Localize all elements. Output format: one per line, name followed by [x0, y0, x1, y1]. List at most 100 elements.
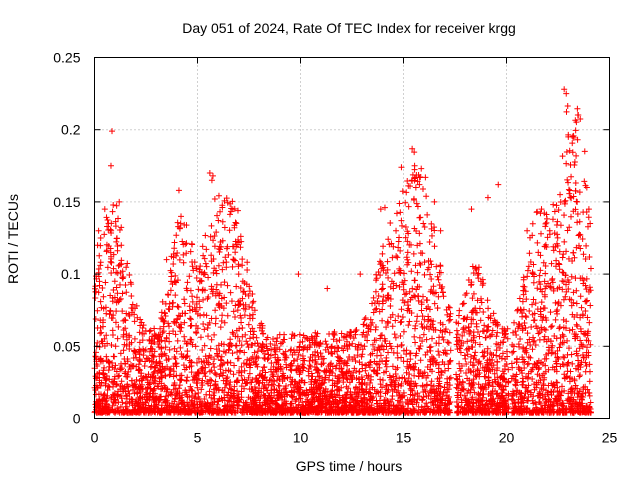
- data-point: [211, 364, 218, 371]
- data-point: [572, 400, 579, 407]
- data-point: [294, 356, 301, 363]
- data-point: [536, 364, 543, 371]
- data-point: [92, 295, 99, 302]
- data-point: [111, 278, 118, 285]
- data-point: [519, 375, 526, 382]
- data-point: [346, 332, 353, 339]
- data-point: [580, 354, 587, 361]
- data-point: [246, 360, 253, 367]
- data-point: [229, 350, 236, 357]
- data-point: [225, 367, 232, 374]
- data-point: [161, 385, 168, 392]
- data-point: [435, 293, 442, 300]
- data-point: [259, 367, 266, 374]
- data-point: [437, 402, 444, 409]
- data-point: [123, 373, 130, 380]
- data-point: [587, 409, 594, 416]
- data-point: [437, 262, 444, 269]
- data-point: [418, 321, 425, 328]
- data-point: [548, 403, 555, 410]
- data-point: [161, 309, 168, 316]
- data-point: [246, 335, 253, 342]
- data-point: [442, 397, 449, 404]
- data-point: [435, 276, 442, 283]
- data-point: [543, 215, 550, 222]
- data-point: [95, 289, 102, 296]
- data-point: [161, 405, 168, 412]
- data-point: [494, 319, 501, 326]
- data-point: [319, 400, 326, 407]
- data-point: [574, 394, 581, 401]
- data-point: [470, 409, 477, 416]
- data-point: [565, 279, 572, 286]
- data-point: [195, 286, 202, 293]
- data-point: [158, 315, 165, 322]
- data-point: [436, 378, 443, 385]
- data-point: [238, 363, 245, 370]
- data-point: [163, 393, 169, 400]
- data-point: [565, 345, 572, 352]
- data-point: [277, 363, 284, 370]
- data-point: [269, 372, 276, 379]
- data-point: [143, 355, 150, 362]
- data-point: [574, 323, 581, 330]
- data-point: [111, 409, 118, 416]
- data-point: [98, 409, 105, 416]
- data-point: [586, 361, 593, 368]
- data-point: [276, 376, 283, 383]
- data-point: [108, 220, 115, 227]
- data-point: [572, 275, 579, 282]
- data-point: [224, 359, 231, 366]
- data-point: [130, 386, 137, 393]
- data-point: [577, 372, 584, 379]
- data-point: [430, 326, 437, 333]
- data-point: [115, 323, 122, 330]
- data-point: [347, 388, 354, 395]
- data-point: [187, 409, 194, 416]
- data-point: [542, 270, 549, 277]
- data-point: [207, 233, 214, 240]
- data-point: [530, 261, 537, 268]
- data-point: [531, 360, 538, 367]
- data-point: [586, 253, 593, 260]
- data-point: [564, 337, 571, 344]
- data-point: [371, 300, 378, 307]
- data-point: [118, 365, 125, 372]
- data-point: [110, 287, 117, 294]
- data-point: [215, 217, 222, 224]
- data-point: [476, 305, 483, 312]
- data-point: [554, 242, 561, 249]
- data-point: [572, 206, 579, 213]
- data-point: [109, 364, 116, 371]
- data-point: [170, 373, 177, 380]
- data-point: [331, 332, 338, 339]
- data-point: [122, 360, 129, 367]
- data-point: [468, 369, 475, 376]
- data-point: [217, 356, 224, 363]
- data-point: [478, 295, 485, 302]
- data-point: [307, 363, 314, 370]
- data-point: [371, 337, 378, 344]
- data-point: [587, 399, 594, 406]
- data-point: [475, 381, 482, 388]
- data-point: [234, 377, 241, 384]
- data-point: [564, 103, 571, 110]
- data-point: [521, 358, 528, 365]
- data-point: [297, 395, 304, 402]
- data-point: [295, 351, 302, 358]
- data-point: [361, 394, 368, 401]
- data-point: [517, 335, 524, 342]
- data-point: [172, 292, 179, 299]
- data-point: [394, 364, 401, 371]
- data-point: [142, 346, 149, 353]
- data-point: [552, 299, 559, 306]
- data-point: [482, 373, 489, 380]
- data-point: [441, 361, 448, 368]
- data-point: [431, 243, 438, 250]
- data-point: [177, 313, 184, 320]
- data-point: [522, 347, 529, 354]
- data-point: [136, 329, 143, 336]
- data-point: [283, 400, 290, 407]
- data-point: [263, 343, 270, 350]
- data-point: [166, 330, 173, 337]
